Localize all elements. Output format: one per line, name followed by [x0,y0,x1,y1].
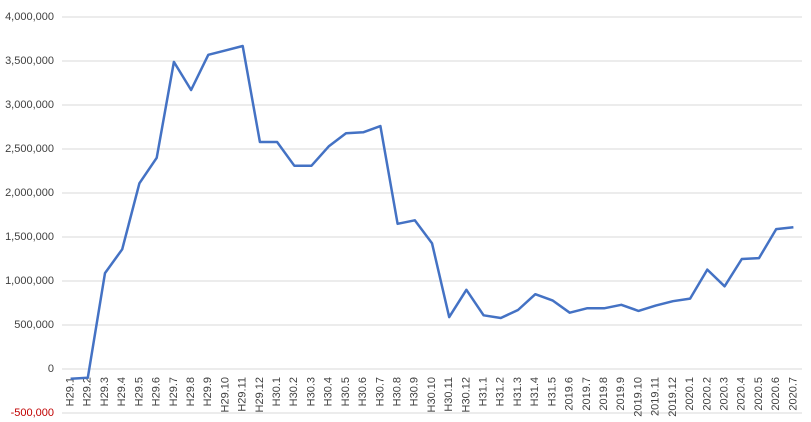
x-tick-label: H29.3 [99,377,111,406]
x-tick-label: 2020.4 [736,377,748,411]
x-tick-label: H31.2 [495,377,507,406]
x-tick-label: 2019.9 [615,377,627,411]
y-tick-label: 500,000 [14,319,54,331]
x-tick-label: H29.5 [133,377,145,406]
x-tick-label: H30.5 [340,377,352,406]
x-tick-label: H29.10 [219,377,231,412]
x-tick-label: 2020.6 [770,377,782,411]
x-tick-label: H29.9 [202,377,214,406]
x-tick-label: 2020.7 [787,377,799,411]
x-tick-label: 2020.2 [701,377,713,411]
y-tick-label: 1,000,000 [5,275,54,287]
x-tick-label: H31.4 [529,377,541,406]
y-tick-label: -500,000 [11,407,54,419]
x-tick-label: H29.8 [185,377,197,406]
x-tick-label: H29.6 [151,377,163,406]
x-tick-label: H29.11 [237,377,249,412]
y-tick-label: 3,500,000 [5,55,54,67]
x-tick-label: 2019.12 [667,377,679,417]
x-tick-label: 2020.5 [753,377,765,411]
x-tick-label: H30.8 [391,377,403,406]
x-tick-label: 2019.7 [581,377,593,411]
y-tick-label: 2,000,000 [5,187,54,199]
x-tick-label: H31.1 [478,377,490,406]
x-tick-label: 2019.10 [632,377,644,417]
x-tick-label: H30.6 [357,377,369,406]
x-tick-label: H31.5 [546,377,558,406]
x-tick-label: H29.2 [82,377,94,406]
x-tick-label: H30.11 [443,377,455,412]
x-tick-label: H29.12 [254,377,266,412]
x-tick-label: H30.1 [271,377,283,406]
y-tick-label: 0 [48,363,54,375]
line-series [70,44,794,380]
x-tick-label: H30.10 [426,377,438,412]
x-tick-label: H30.9 [409,377,421,406]
x-tick-label: H30.4 [323,377,335,406]
x-tick-label: H29.4 [116,377,128,406]
y-tick-label: 3,000,000 [5,99,54,111]
x-tick-label: 2019.6 [564,377,576,411]
x-tick-label: 2019.8 [598,377,610,411]
y-tick-label: 1,500,000 [5,231,54,243]
x-tick-label: H30.3 [305,377,317,406]
x-tick-label: H30.12 [460,377,472,412]
x-tick-label: 2020.3 [718,377,730,411]
y-tick-label: 2,500,000 [5,143,54,155]
x-tick-label: H30.2 [288,377,300,406]
y-tick-label: 4,000,000 [5,11,54,23]
x-tick-label: H29.1 [65,377,77,406]
x-tick-label: H29.7 [168,377,180,406]
x-tick-label: 2020.1 [684,377,696,411]
x-tick-label: H30.7 [374,377,386,406]
x-tick-label: H31.3 [512,377,524,406]
x-tick-label: 2019.11 [650,377,662,416]
